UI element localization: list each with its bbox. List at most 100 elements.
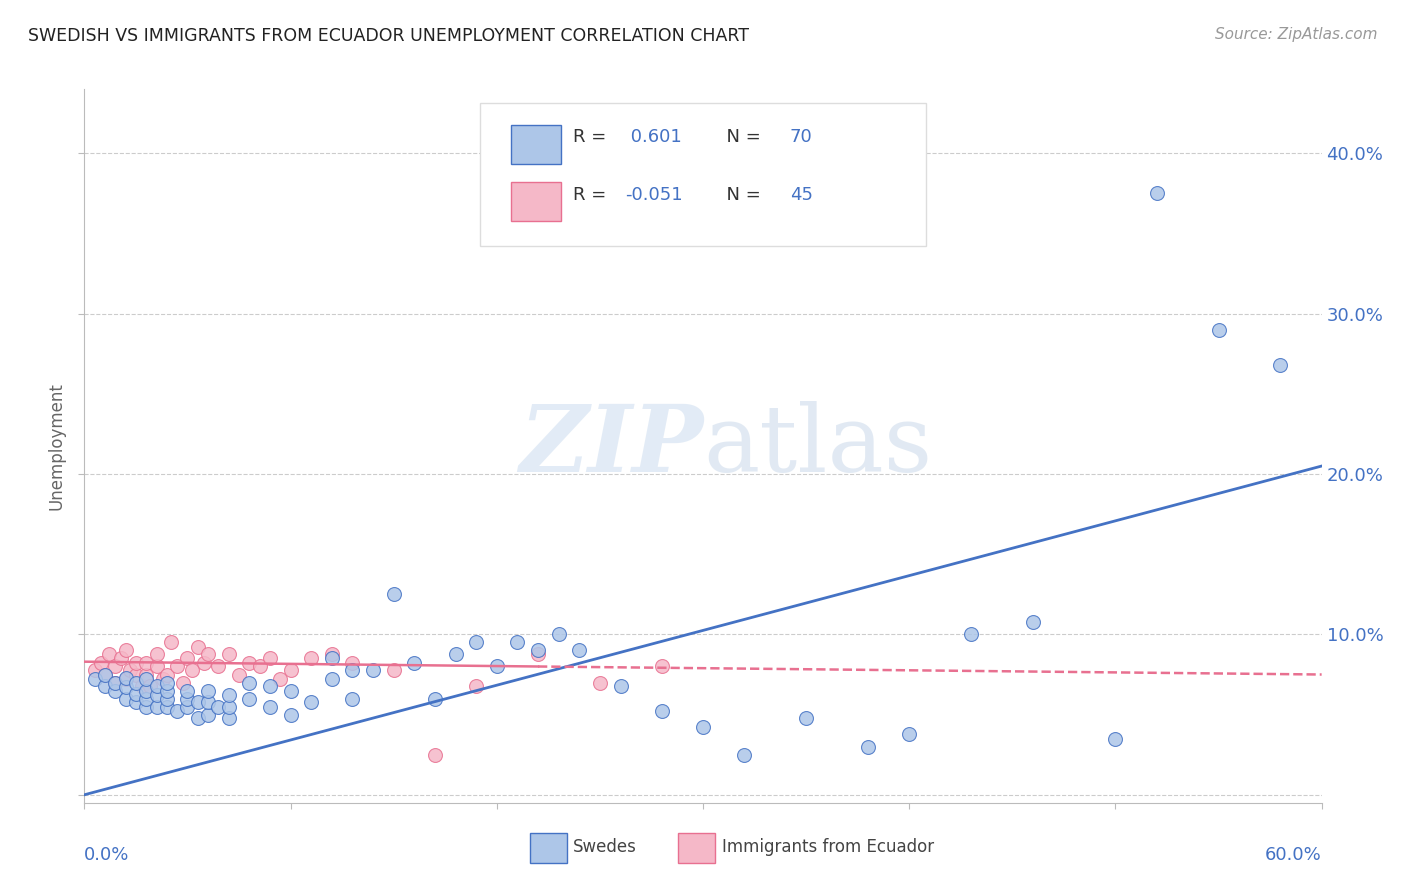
Point — [609, 679, 631, 693]
Point — [527, 647, 550, 661]
Point — [83, 663, 105, 677]
Point — [547, 627, 569, 641]
Point — [1104, 731, 1126, 746]
Point — [218, 647, 240, 661]
Point — [207, 699, 229, 714]
Point — [423, 691, 446, 706]
Point — [135, 683, 157, 698]
Point — [118, 663, 141, 677]
Point — [180, 663, 202, 677]
Point — [172, 675, 194, 690]
Point — [156, 699, 179, 714]
Point — [207, 659, 229, 673]
Text: Swedes: Swedes — [574, 838, 637, 856]
Text: N =: N = — [716, 186, 766, 203]
Point — [238, 691, 260, 706]
Point — [485, 659, 508, 673]
Point — [187, 640, 209, 655]
Point — [145, 689, 167, 703]
Point — [187, 695, 209, 709]
Text: Source: ZipAtlas.com: Source: ZipAtlas.com — [1215, 27, 1378, 42]
Point — [139, 679, 162, 693]
Point — [506, 635, 529, 649]
Text: atlas: atlas — [703, 401, 932, 491]
Point — [98, 647, 121, 661]
Point — [423, 747, 446, 762]
Point — [125, 687, 148, 701]
Point — [197, 707, 219, 722]
Point — [249, 659, 271, 673]
Point — [114, 643, 136, 657]
Point — [238, 675, 260, 690]
Point — [176, 651, 198, 665]
Text: 0.601: 0.601 — [626, 128, 682, 146]
Text: 0.0%: 0.0% — [84, 846, 129, 863]
Point — [135, 657, 157, 671]
Point — [856, 739, 879, 754]
Point — [193, 657, 215, 671]
Text: ZIP: ZIP — [519, 401, 703, 491]
Point — [125, 695, 148, 709]
Point — [114, 691, 136, 706]
Point — [145, 679, 167, 693]
Point — [104, 675, 127, 690]
Point — [299, 651, 322, 665]
Point — [114, 673, 136, 687]
Point — [733, 747, 755, 762]
Text: 45: 45 — [790, 186, 813, 203]
Point — [269, 673, 291, 687]
Point — [342, 691, 364, 706]
Point — [125, 675, 148, 690]
Text: SWEDISH VS IMMIGRANTS FROM ECUADOR UNEMPLOYMENT CORRELATION CHART: SWEDISH VS IMMIGRANTS FROM ECUADOR UNEMP… — [28, 27, 749, 45]
Point — [651, 659, 673, 673]
Point — [104, 683, 127, 698]
Point — [83, 673, 105, 687]
Point — [114, 681, 136, 695]
Point — [145, 699, 167, 714]
Point — [321, 647, 343, 661]
Point — [382, 663, 405, 677]
Point — [382, 587, 405, 601]
FancyBboxPatch shape — [512, 125, 561, 164]
Point — [156, 675, 179, 690]
Point — [145, 647, 167, 661]
Point — [156, 683, 179, 698]
Text: Immigrants from Ecuador: Immigrants from Ecuador — [721, 838, 934, 856]
Point — [125, 667, 148, 681]
Point — [197, 683, 219, 698]
Point — [465, 679, 488, 693]
Point — [259, 699, 281, 714]
Point — [114, 671, 136, 685]
Point — [94, 667, 117, 681]
Point — [110, 651, 132, 665]
Point — [568, 643, 591, 657]
Point — [176, 691, 198, 706]
Point — [135, 691, 157, 706]
Point — [444, 647, 467, 661]
Point — [651, 705, 673, 719]
Point — [218, 689, 240, 703]
Point — [156, 667, 179, 681]
Point — [160, 635, 183, 649]
FancyBboxPatch shape — [678, 833, 716, 863]
FancyBboxPatch shape — [481, 103, 925, 246]
Point — [898, 727, 921, 741]
Point — [197, 695, 219, 709]
Point — [527, 643, 550, 657]
Point — [135, 673, 157, 687]
Point — [228, 667, 250, 681]
Point — [166, 705, 188, 719]
Point — [125, 657, 148, 671]
Point — [465, 635, 488, 649]
Point — [135, 699, 157, 714]
Point — [166, 659, 188, 673]
Point — [104, 659, 127, 673]
Point — [280, 663, 302, 677]
Point — [152, 673, 174, 687]
Point — [259, 651, 281, 665]
Point — [960, 627, 983, 641]
Point — [280, 683, 302, 698]
Point — [156, 691, 179, 706]
Text: 70: 70 — [790, 128, 813, 146]
Point — [94, 679, 117, 693]
